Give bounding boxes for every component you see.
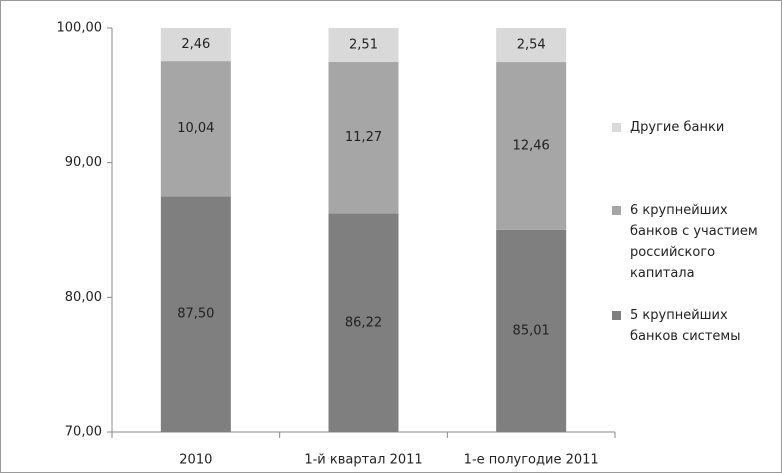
bar-segment: [496, 229, 567, 432]
value-label: 11,27: [345, 130, 382, 145]
value-label: 86,22: [345, 315, 382, 330]
bar-segment: [160, 28, 231, 62]
bar-segment: [328, 61, 399, 214]
value-label: 2,51: [349, 37, 378, 52]
value-label: 12,46: [513, 138, 550, 153]
bar-segment: [496, 62, 567, 230]
y-tick-label: 100,00: [57, 21, 103, 36]
value-label: 10,04: [177, 121, 214, 136]
y-tick-label: 80,00: [65, 290, 102, 305]
x-tick-label: 1-й квартал 2011: [304, 453, 422, 468]
value-label: 2,46: [181, 37, 210, 52]
legend-item: Другие банки: [612, 117, 762, 138]
legend-item: 5 крупнейших банков системы: [612, 305, 762, 347]
bar-segment: [496, 28, 567, 63]
x-tick-label: 1-е полугодие 2011: [464, 453, 599, 468]
legend-item: 6 крупнейших банков с участием российско…: [612, 200, 762, 284]
y-tick-label: 70,00: [65, 425, 102, 440]
legend-label: 5 крупнейших банков системы: [630, 308, 741, 344]
legend-swatch: [612, 123, 621, 132]
value-label: 2,54: [517, 38, 546, 53]
x-tick-label: 2010: [179, 453, 212, 468]
value-label: 87,50: [177, 307, 214, 322]
bar-segment: [160, 61, 231, 197]
legend-swatch: [612, 311, 621, 320]
y-tick-label: 90,00: [65, 155, 102, 170]
bar-segment: [328, 213, 399, 432]
legend-label: 6 крупнейших банков с участием российско…: [630, 203, 758, 281]
bar-segment: [328, 28, 399, 62]
bar-segment: [160, 196, 231, 432]
legend-label: Другие банки: [630, 120, 725, 135]
value-label: 85,01: [513, 323, 550, 338]
legend-swatch: [612, 206, 621, 215]
